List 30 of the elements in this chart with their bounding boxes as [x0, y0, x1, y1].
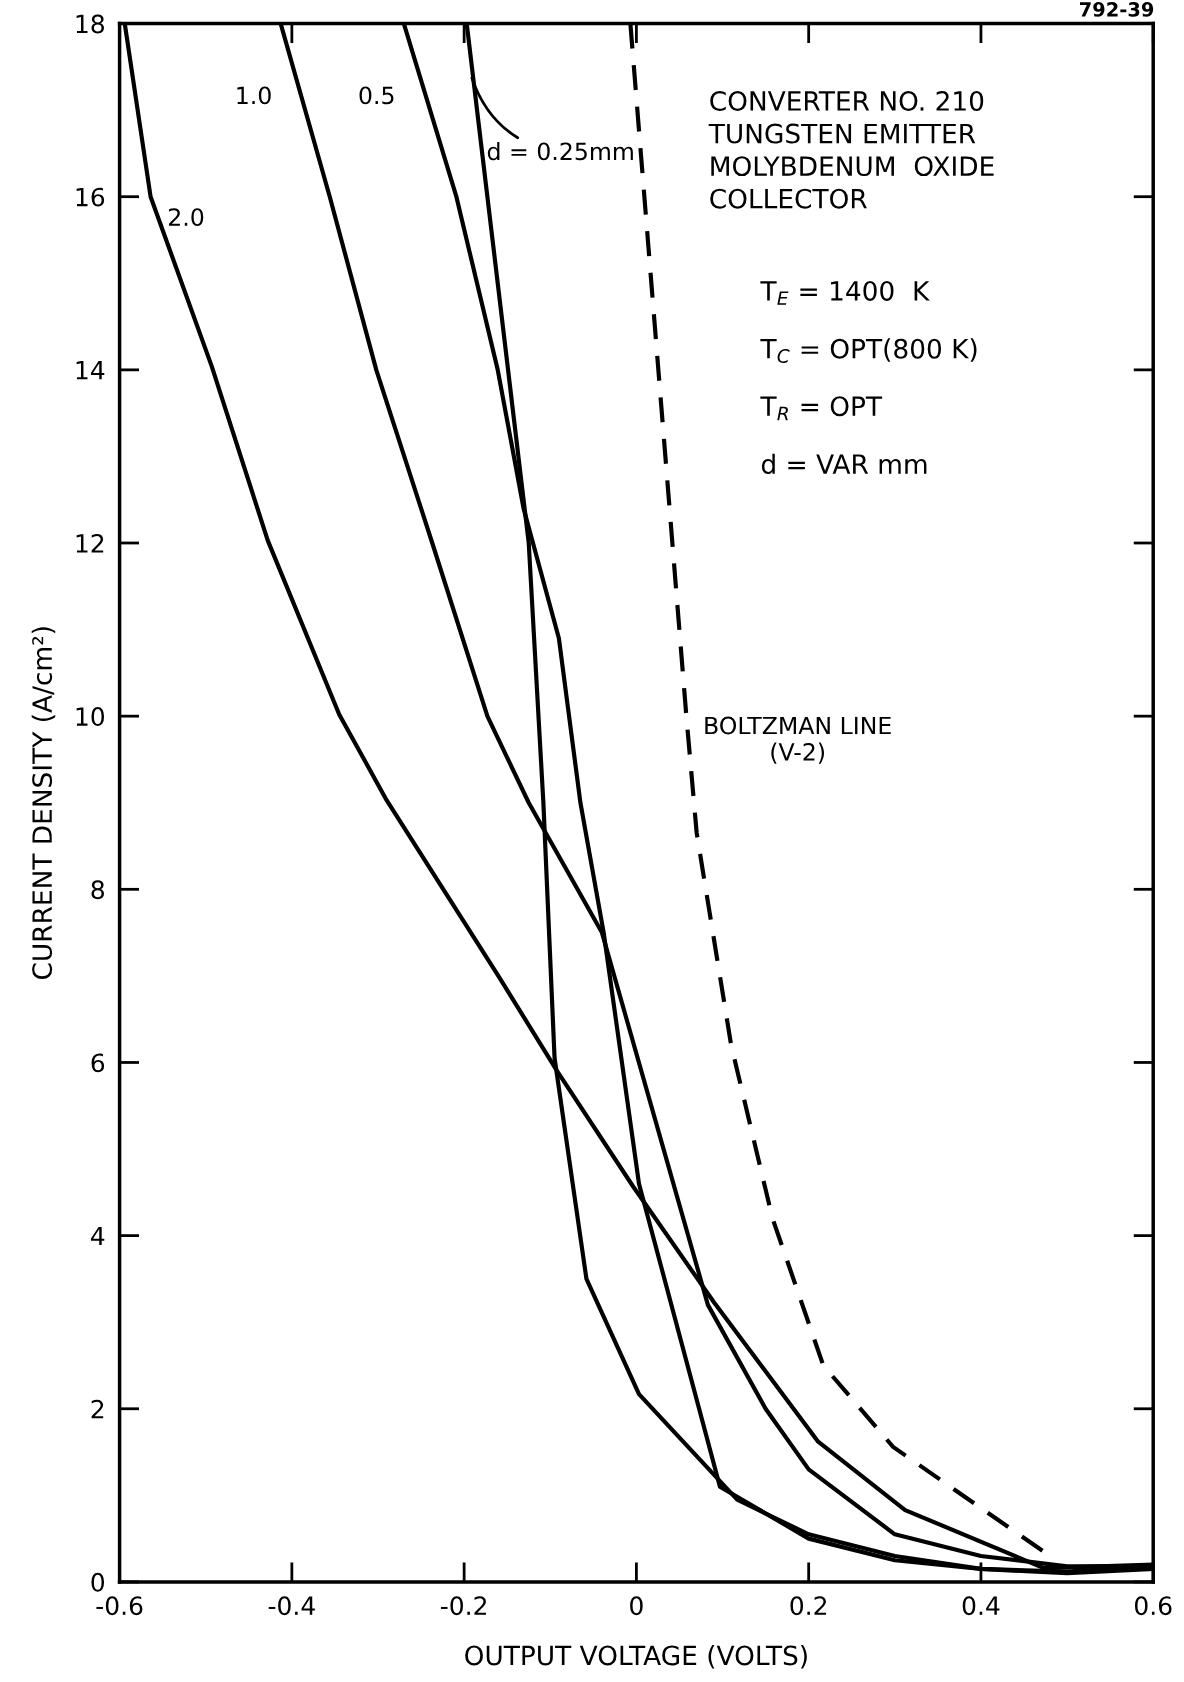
series-label: 0.5 — [359, 86, 394, 105]
x-tick-label: 0.2 — [790, 1596, 827, 1616]
x-tick-label: -0.6 — [96, 1596, 143, 1616]
annotation: T$_{E}$ = 1400 K — [760, 280, 930, 305]
y-tick-label: 2 — [91, 1399, 104, 1419]
series-label: 2.0 — [168, 208, 204, 227]
series-label: d = 0.25mm — [487, 141, 633, 161]
annotation: d = VAR mm — [761, 453, 927, 475]
series-label: 1.0 — [237, 86, 271, 105]
y-tick-label: 14 — [76, 361, 105, 380]
annotation: T$_{R}$ = OPT — [760, 396, 883, 421]
y-tick-label: 8 — [91, 880, 104, 900]
annotation: CONVERTER NO. 210 TUNGSTEN EMITTER MOLYBDENUM OXIDE COLLECTOR — [708, 91, 994, 209]
x-tick-label: -0.2 — [440, 1596, 487, 1616]
y-tick-label: 18 — [76, 14, 104, 34]
x-tick-label: 0.6 — [1134, 1596, 1172, 1616]
text: 792-39 — [1079, 2, 1154, 17]
x-tick-label: 0.4 — [962, 1596, 1000, 1616]
y-tick-label: 16 — [76, 187, 105, 207]
y-tick-label: 10 — [76, 707, 105, 727]
annotation: T$_{C}$ = OPT(800 K) — [760, 338, 977, 363]
y-axis-title: CURRENT DENSITY (A/cm²) — [31, 627, 56, 980]
y-tick-label: 12 — [76, 533, 104, 553]
series-label: BOLTZMAN LINE (V-2) — [705, 716, 891, 764]
x-axis-title: OUTPUT VOLTAGE (VOLTS) — [465, 1645, 807, 1669]
y-tick-label: 0 — [91, 1572, 105, 1592]
x-tick-label: -0.4 — [268, 1596, 315, 1616]
x-tick-label: 0 — [630, 1596, 643, 1616]
y-tick-label: 6 — [91, 1053, 105, 1073]
y-tick-label: 4 — [91, 1226, 105, 1246]
